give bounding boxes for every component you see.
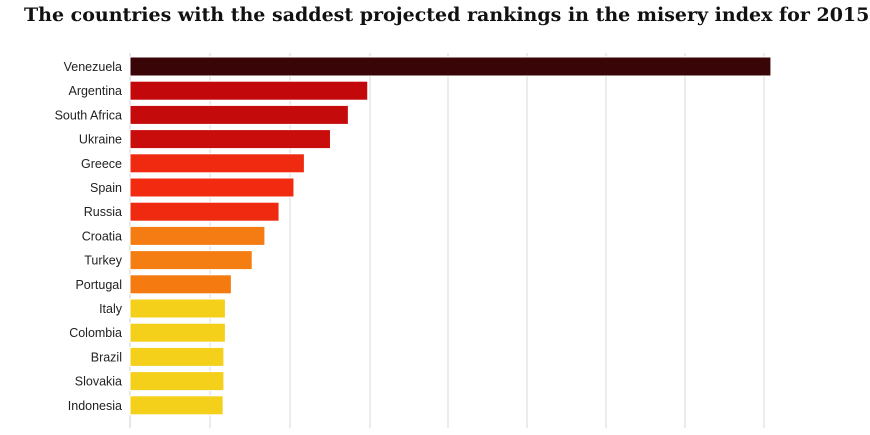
bar-spain [129, 177, 295, 198]
bar-venezuela [129, 56, 772, 77]
category-label: Italy [99, 302, 123, 316]
category-label: Ukraine [79, 133, 122, 147]
bar-ukraine [129, 129, 331, 150]
bars [129, 56, 772, 416]
category-label: Spain [90, 181, 122, 195]
category-labels: Venezuela Argentina South Africa Ukraine Gre… [55, 60, 123, 413]
category-label: Colombia [69, 326, 122, 340]
category-label: Greece [81, 157, 122, 171]
bar-south-africa [129, 104, 349, 125]
category-label: Croatia [82, 229, 122, 243]
category-label: Russia [84, 205, 122, 219]
bar-colombia [129, 322, 226, 343]
category-label: Indonesia [68, 399, 122, 413]
category-label: Slovakia [75, 375, 122, 389]
category-label: Portugal [75, 278, 122, 292]
category-label: Venezuela [64, 60, 122, 74]
bar-brazil [129, 346, 225, 367]
bar-indonesia [129, 395, 224, 416]
bar-turkey [129, 250, 253, 271]
bar-argentina [129, 80, 369, 101]
bar-italy [129, 298, 226, 319]
chart-title: The countries with the saddest projected… [24, 4, 870, 26]
category-label: Brazil [91, 350, 122, 364]
bar-russia [129, 201, 280, 222]
category-label: South Africa [55, 108, 122, 122]
category-label: Argentina [68, 84, 122, 98]
bar-portugal [129, 274, 232, 295]
bar-greece [129, 153, 305, 174]
bar-slovakia [129, 371, 225, 392]
category-label: Turkey [84, 254, 122, 268]
bar-croatia [129, 225, 266, 246]
